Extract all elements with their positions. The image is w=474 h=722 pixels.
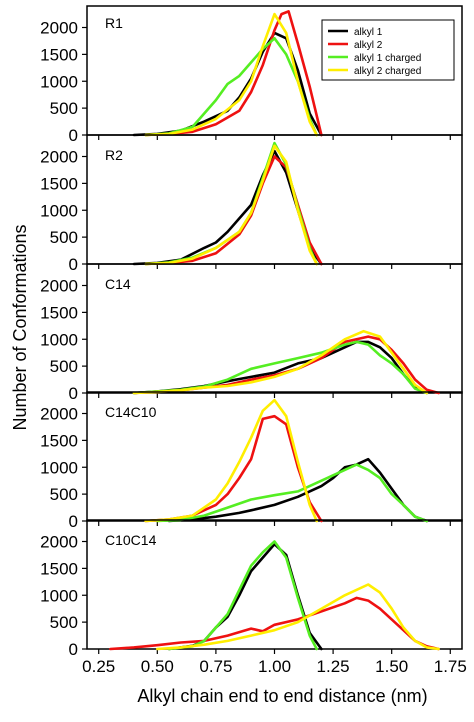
y-tick-label: 1500 [40, 431, 78, 450]
y-tick-label: 1000 [40, 458, 78, 477]
y-tick-label: 1000 [40, 330, 78, 349]
y-tick-label: 2000 [40, 277, 78, 296]
series-line-alkyl-2-charged [144, 398, 319, 523]
panel-c14c10: 0 500 1000 1500 2000 C14C10 [40, 391, 463, 531]
series-line-alkyl-2 [144, 155, 323, 266]
y-tick-label: 1500 [40, 559, 78, 578]
y-tick-label: 1500 [40, 303, 78, 322]
panel-label: C14C10 [105, 404, 157, 420]
x-tick-label: 0.25 [82, 657, 115, 676]
y-tick-label: 1000 [40, 201, 78, 220]
y-tick-label: 500 [50, 228, 78, 247]
y-tick-label: 2000 [40, 405, 78, 424]
panel-r1: 0 500 1000 1500 2000 R1 [40, 5, 463, 145]
y-tick-label: 1000 [40, 586, 78, 605]
y-tick-label: 1500 [40, 174, 78, 193]
y-tick-label: 2000 [40, 19, 78, 38]
panel-c10c14: 0 500 1000 1500 2000 C10C14 [40, 519, 463, 659]
series-line-alkyl-2 [144, 10, 323, 137]
x-tick-label: 1.75 [434, 657, 467, 676]
x-tick-label: 1.50 [375, 657, 408, 676]
x-tick-label: 1.00 [258, 657, 291, 676]
legend-label: alkyl 1 charged [354, 53, 421, 64]
panel-c14: 0 500 1000 1500 2000 C14 [40, 263, 463, 403]
y-tick-label: 500 [50, 613, 78, 632]
x-tick-label: 1.25 [317, 657, 350, 676]
series-line-alkyl-1-charged [144, 141, 319, 266]
panel-r2: 0 500 1000 1500 2000 R2 [40, 134, 463, 274]
y-tick-label: 2000 [40, 148, 78, 167]
panel-frame [86, 134, 463, 265]
legend: alkyl 1 alkyl 2 alkyl 1 charged alkyl 2 cha… [321, 19, 455, 81]
y-tick-label: 500 [50, 357, 78, 376]
y-tick-label: 500 [50, 99, 78, 118]
series-line-alkyl-2-charged [144, 144, 319, 266]
x-tick-label: 0.75 [199, 657, 232, 676]
series-line-alkyl-2-charged [132, 329, 429, 395]
y-tick-label: 500 [50, 485, 78, 504]
panel-label: R1 [105, 15, 123, 31]
panel-label: R2 [105, 147, 123, 163]
series-line-alkyl-1-charged [156, 463, 429, 523]
legend-label: alkyl 2 [354, 40, 383, 51]
series-line-alkyl-1 [167, 457, 429, 523]
y-axis-title: Number of Conformations [10, 224, 30, 430]
series-line-alkyl-2-charged [156, 583, 440, 651]
legend-label: alkyl 2 charged [354, 66, 421, 77]
panel-label: C14 [105, 276, 131, 292]
series-line-alkyl-1 [132, 149, 323, 266]
series-line-alkyl-1-charged [167, 540, 319, 651]
legend-label: alkyl 1 [354, 27, 383, 38]
y-tick-label: 0 [69, 126, 78, 145]
series-line-alkyl-2-charged [144, 12, 319, 137]
x-axis-title: Alkyl chain end to end distance (nm) [137, 686, 427, 706]
series-line-alkyl-1 [132, 340, 429, 395]
y-tick-label: 0 [69, 512, 78, 531]
y-tick-label: 2000 [40, 533, 78, 552]
x-tick-label: 0.50 [141, 657, 174, 676]
y-tick-label: 0 [69, 640, 78, 659]
y-tick-label: 0 [69, 255, 78, 274]
y-tick-label: 0 [69, 384, 78, 403]
y-tick-label: 1500 [40, 45, 78, 64]
y-tick-label: 1000 [40, 72, 78, 91]
panel-label: C10C14 [105, 532, 157, 548]
